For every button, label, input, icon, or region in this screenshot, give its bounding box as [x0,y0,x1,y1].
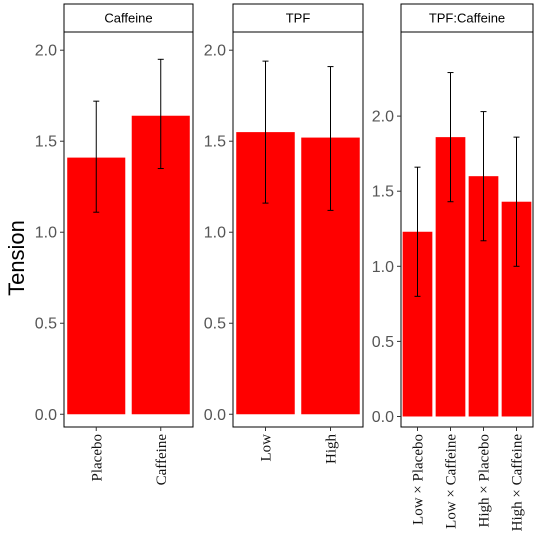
y-tick-label-3-3: 1.0 [372,259,394,276]
y-tick-label-3-1: 0.0 [372,409,394,426]
x-tick-label-3-4: High × Caffeine [510,434,526,532]
y-tick-label-1-5: 2.0 [35,43,57,60]
y-tick-label-3-5: 2.0 [372,109,394,126]
strip-3-label: TPF:Caffeine [429,11,505,26]
panel-2-border [232,31,364,428]
y-tick-label-1-4: 1.5 [35,134,57,151]
y-tick-label-2-1: 0.0 [204,407,226,424]
x-tick-label-1-1: Placebo [89,434,105,481]
strip-1-label: Caffeine [104,11,152,26]
y-tick-label-2-3: 1.0 [204,225,226,242]
y-tick-label-3-2: 0.5 [372,334,394,351]
x-tick-label-2-1: Low [259,434,275,462]
strip-1-box [63,3,194,33]
y-tick-label-3-4: 1.5 [372,184,394,201]
y-tick-label-1-2: 0.5 [35,316,57,333]
y-tick-label-1-3: 1.0 [35,225,57,242]
x-tick-label-3-1: Low × Placebo [411,434,427,525]
y-tick-label-1-1: 0.0 [35,407,57,424]
panel-3-border [400,31,534,428]
y-axis-label: Tension [4,220,29,296]
y-tick-label-2-5: 2.0 [204,43,226,60]
y-tick-label-2-2: 0.5 [204,316,226,333]
y-tick-label-2-4: 1.5 [204,134,226,151]
x-tick-label-3-2: Low × Caffeine [444,434,460,529]
strip-2-label: TPF [286,11,311,26]
x-tick-label-2-2: High [324,434,340,465]
panel-1-border [63,31,194,428]
x-tick-label-3-3: High × Placebo [477,434,493,527]
strip-3-box [400,3,534,33]
x-tick-label-1-2: Caffeine [154,434,170,486]
